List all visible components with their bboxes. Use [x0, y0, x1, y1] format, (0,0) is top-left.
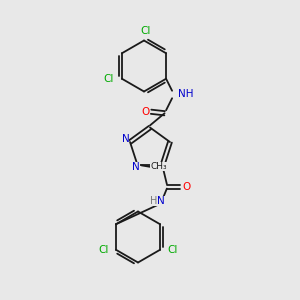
Text: N: N — [122, 134, 129, 144]
Text: Cl: Cl — [98, 245, 109, 255]
Text: H: H — [150, 196, 157, 206]
Text: Cl: Cl — [167, 245, 178, 255]
Text: O: O — [182, 182, 190, 192]
Text: N: N — [132, 162, 140, 172]
Text: Cl: Cl — [103, 74, 114, 84]
Text: O: O — [141, 107, 149, 117]
Text: N: N — [157, 196, 165, 206]
Text: CH₃: CH₃ — [150, 163, 167, 172]
Text: NH: NH — [178, 89, 194, 99]
Text: Cl: Cl — [140, 26, 151, 36]
